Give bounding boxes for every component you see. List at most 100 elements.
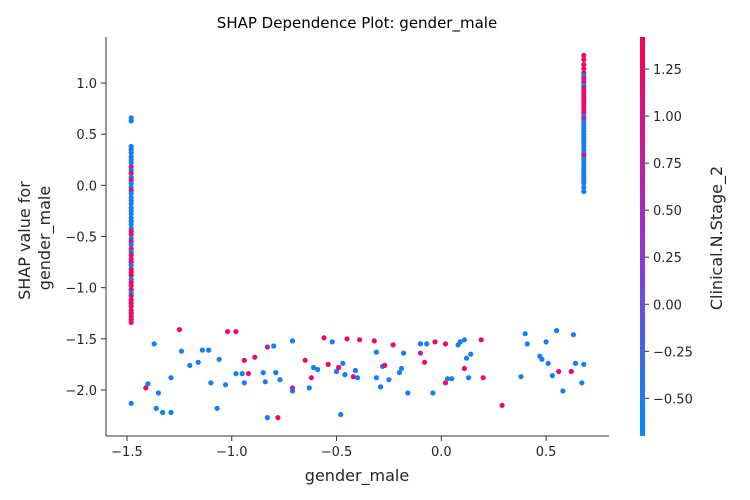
data-point [222, 382, 229, 388]
x-tick-label: 0.0 [431, 445, 452, 460]
data-point [357, 337, 363, 343]
data-point [155, 390, 161, 396]
data-point [442, 341, 449, 347]
x-tick-label: 0.5 [536, 445, 557, 460]
data-point [417, 350, 423, 356]
data-point [128, 293, 134, 299]
y-tick-label: −2.0 [65, 384, 97, 399]
colorbar-tick-label: −0.50 [653, 392, 693, 407]
data-point [153, 405, 159, 411]
data-point [545, 360, 551, 366]
data-point [581, 52, 587, 59]
data-point [556, 368, 562, 375]
data-point [128, 201, 134, 207]
y-axis-title: SHAP value for gender_male [15, 176, 55, 300]
colorbar [640, 37, 645, 436]
data-point [233, 329, 239, 335]
data-point [518, 374, 524, 380]
colorbar-tick-label: 1.00 [653, 110, 682, 125]
data-point [568, 368, 574, 375]
data-point [128, 160, 134, 166]
data-point [128, 118, 134, 124]
data-point [342, 372, 348, 378]
data-point [160, 409, 166, 416]
data-point [289, 385, 296, 391]
data-point [405, 390, 411, 396]
data-point [325, 361, 331, 367]
data-point [168, 375, 174, 381]
data-point [128, 211, 134, 217]
y-tick-label: −0.5 [65, 231, 97, 246]
data-point [417, 341, 423, 347]
y-tick-label: 0.0 [76, 179, 97, 194]
data-point [371, 338, 377, 344]
x-tick-label: −1.5 [111, 445, 143, 460]
data-point [241, 380, 247, 386]
y-axis-title-line-2: gender_male [35, 186, 55, 290]
colorbar-tick-label: −0.25 [653, 345, 693, 360]
data-point [302, 357, 308, 363]
data-point [478, 337, 484, 343]
data-point [373, 349, 379, 355]
data-point [306, 385, 312, 391]
data-point [128, 303, 134, 309]
data-point [271, 343, 277, 349]
data-point [214, 405, 220, 411]
data-point [128, 242, 134, 248]
data-point [176, 327, 182, 333]
data-point [581, 56, 587, 63]
data-point [195, 359, 201, 365]
colorbar-tick-label: 0.50 [653, 204, 682, 219]
data-point [128, 231, 134, 238]
data-point [168, 409, 174, 416]
data-point [401, 350, 407, 356]
data-point [468, 351, 474, 357]
data-point [338, 411, 344, 418]
data-point [390, 342, 396, 348]
data-point [216, 356, 222, 362]
data-point [128, 319, 134, 325]
y-tick-label: 0.5 [76, 128, 97, 143]
data-point [225, 329, 231, 335]
x-tick-label: −1.0 [216, 445, 248, 460]
colorbar-ticks: −0.50 −0.25 0.00 0.25 0.50 0.75 1.00 1.25 [645, 63, 693, 407]
data-point [252, 354, 258, 360]
data-point [386, 377, 392, 383]
data-point [308, 375, 314, 381]
y-ticks: −2.0 −1.5 −1.0 −0.5 0.0 0.5 1.0 [65, 77, 106, 399]
data-point [128, 221, 134, 227]
data-point [128, 283, 134, 289]
data-point [260, 370, 266, 376]
data-point [449, 376, 455, 382]
data-point [321, 335, 327, 341]
data-point [178, 348, 185, 354]
x-axis-title: gender_male [305, 466, 409, 486]
data-point [543, 339, 549, 345]
data-point [310, 364, 317, 371]
data-point [524, 341, 530, 347]
data-point [264, 415, 270, 421]
data-point [329, 339, 335, 345]
data-point [128, 400, 134, 406]
data-point [143, 385, 149, 391]
data-point [277, 377, 283, 383]
data-point [199, 347, 205, 353]
data-point [264, 344, 270, 350]
x-tick-label: −0.5 [321, 445, 353, 460]
data-point [560, 388, 566, 394]
data-point [554, 328, 560, 334]
data-point [128, 262, 134, 268]
data-point [128, 150, 134, 156]
colorbar-tick-label: 0.00 [653, 298, 682, 313]
data-point [445, 376, 451, 382]
data-point [350, 374, 356, 380]
data-point [579, 380, 585, 386]
data-point [273, 370, 279, 376]
data-point [187, 362, 193, 368]
data-point [354, 375, 361, 381]
data-point [262, 379, 268, 385]
y-tick-label: −1.0 [65, 282, 97, 297]
data-point [398, 365, 405, 372]
scatter-points [128, 52, 587, 421]
